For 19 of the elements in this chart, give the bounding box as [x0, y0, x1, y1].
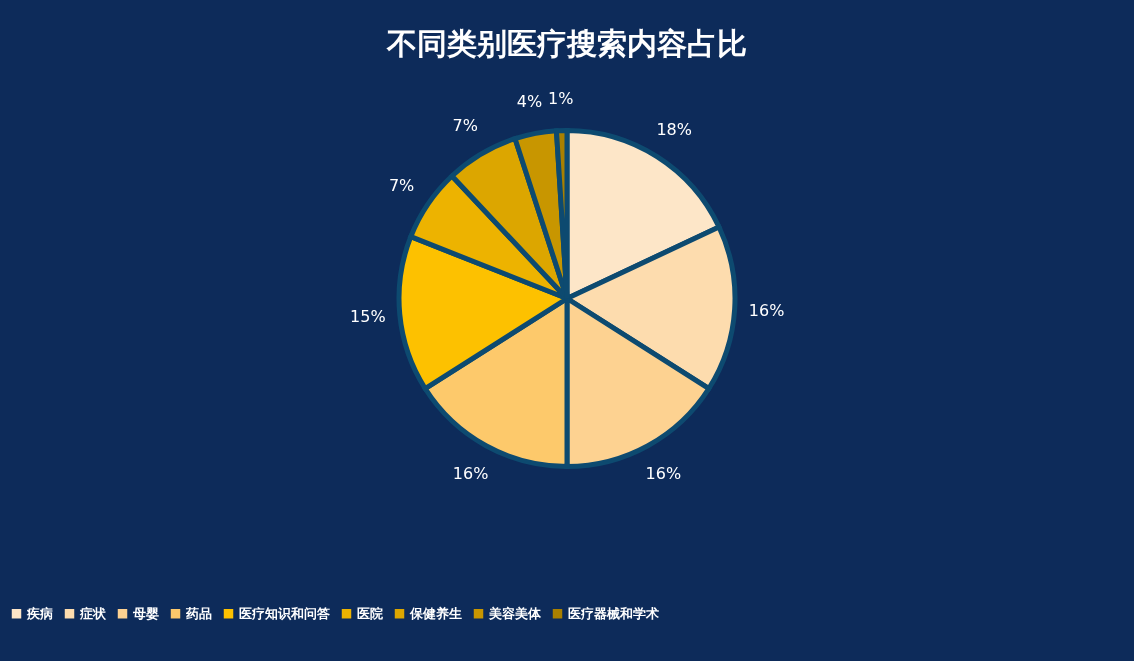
data-label: 16% — [452, 463, 489, 483]
data-label: 7% — [388, 176, 415, 196]
legend-label: 母婴 — [132, 605, 159, 621]
data-label: 15% — [350, 307, 386, 327]
data-label: 7% — [452, 116, 478, 136]
legend-label: 疾病 — [26, 605, 53, 621]
legend-label: 症状 — [79, 605, 107, 621]
data-label: 1% — [548, 88, 574, 108]
legend-label: 美容美体 — [488, 605, 542, 621]
data-label: 4% — [516, 92, 543, 112]
legend-label: 医疗器械和学术 — [568, 605, 659, 621]
legend-label: 医疗知识和问答 — [239, 605, 330, 621]
legend-label: 药品 — [185, 605, 212, 621]
data-label: 16% — [748, 301, 785, 321]
legend-label: 医院 — [357, 605, 383, 621]
chart-title: 不同类别医疗搜索内容占比 — [386, 26, 747, 61]
legend-label: 保健养生 — [409, 605, 462, 621]
data-label: 16% — [645, 463, 682, 483]
data-label: 18% — [656, 119, 692, 139]
